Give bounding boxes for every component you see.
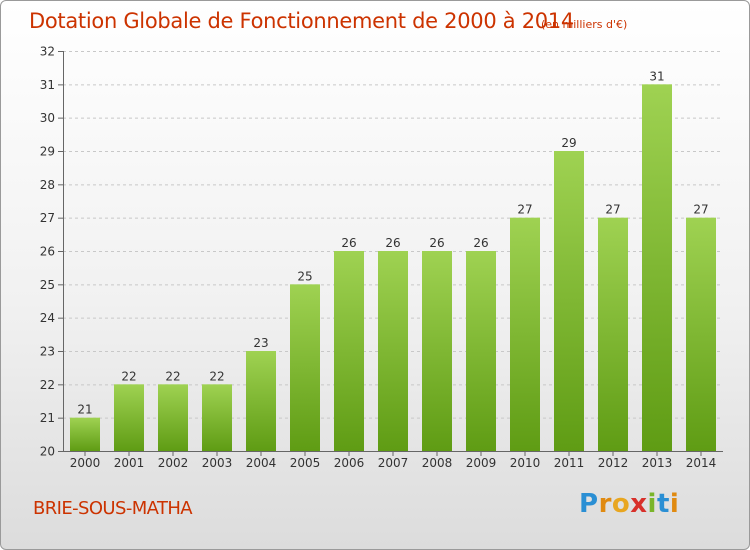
bar-value-label: 22 <box>165 369 180 383</box>
chart-title: Dotation Globale de Fonctionnement de 20… <box>29 9 574 33</box>
y-tick-label: 24 <box>40 311 55 325</box>
bar-value-label: 21 <box>77 403 92 417</box>
y-tick-label: 29 <box>40 145 55 159</box>
x-tick-label: 2001 <box>114 456 145 470</box>
bar-value-label: 23 <box>253 336 268 350</box>
x-tick-label: 2008 <box>422 456 453 470</box>
y-tick-label: 30 <box>40 111 55 125</box>
bar-value-label: 27 <box>517 203 532 217</box>
logo-letter: o <box>611 489 631 519</box>
x-tick-label: 2011 <box>554 456 585 470</box>
y-tick-label: 31 <box>40 78 55 92</box>
logo-letter: x <box>630 489 648 519</box>
logo-letter: P <box>579 489 599 519</box>
bar <box>70 417 100 451</box>
bar <box>686 217 716 451</box>
bar <box>246 351 276 451</box>
bar <box>378 251 408 451</box>
proxiti-logo: Proxiti <box>579 489 679 519</box>
bar <box>598 217 628 451</box>
bar <box>334 251 364 451</box>
bars <box>70 84 716 451</box>
bar <box>642 84 672 451</box>
x-tick-label: 2006 <box>334 456 365 470</box>
bar <box>422 251 452 451</box>
bar-value-label: 26 <box>429 236 444 250</box>
x-tick-label: 2007 <box>378 456 409 470</box>
x-tick-label: 2014 <box>686 456 717 470</box>
y-tick-label: 26 <box>40 245 55 259</box>
bar <box>466 251 496 451</box>
chart-subtitle: (en milliers d'€) <box>541 18 628 31</box>
logo-letter: i <box>669 489 680 519</box>
x-tick-label: 2013 <box>642 456 673 470</box>
bar <box>554 151 584 451</box>
bar-value-label: 22 <box>121 369 136 383</box>
logo-letter: t <box>656 489 670 519</box>
bar-value-label: 29 <box>561 136 576 150</box>
bar <box>114 384 144 451</box>
bar-value-label: 26 <box>473 236 488 250</box>
y-tick-label: 21 <box>40 411 55 425</box>
bar-value-label: 26 <box>385 236 400 250</box>
x-tick-label: 2002 <box>158 456 189 470</box>
bar <box>158 384 188 451</box>
x-tick-label: 2000 <box>70 456 101 470</box>
bar-value-label: 25 <box>297 269 312 283</box>
y-tick-label: 32 <box>40 45 55 59</box>
y-tick-label: 25 <box>40 278 55 292</box>
bar-value-label: 31 <box>649 69 664 83</box>
x-tick-label: 2005 <box>290 456 321 470</box>
y-tick-label: 20 <box>40 445 55 459</box>
x-tick-label: 2003 <box>202 456 233 470</box>
bar <box>290 284 320 451</box>
bar-value-label: 27 <box>693 203 708 217</box>
x-tick-label: 2012 <box>598 456 629 470</box>
bar-value-label: 22 <box>209 369 224 383</box>
x-tick-label: 2004 <box>246 456 277 470</box>
bar <box>510 217 540 451</box>
logo-letter: i <box>647 489 657 519</box>
y-tick-label: 27 <box>40 211 55 225</box>
bar-value-label: 26 <box>341 236 356 250</box>
y-tick-label: 22 <box>40 378 55 392</box>
y-tick-label: 28 <box>40 178 55 192</box>
logo-letter: r <box>598 489 612 519</box>
x-tick-label: 2010 <box>510 456 541 470</box>
y-tick-label: 23 <box>40 345 55 359</box>
x-tick-label: 2009 <box>466 456 497 470</box>
labels: 20 21 22 23 24 25 26 27 28 29 30 31 32 21 2000 22 2001 22… <box>40 45 717 471</box>
commune-name: BRIE-SOUS-MATHA <box>33 498 193 519</box>
axes <box>58 51 723 456</box>
bar-value-label: 27 <box>605 203 620 217</box>
bar <box>202 384 232 451</box>
